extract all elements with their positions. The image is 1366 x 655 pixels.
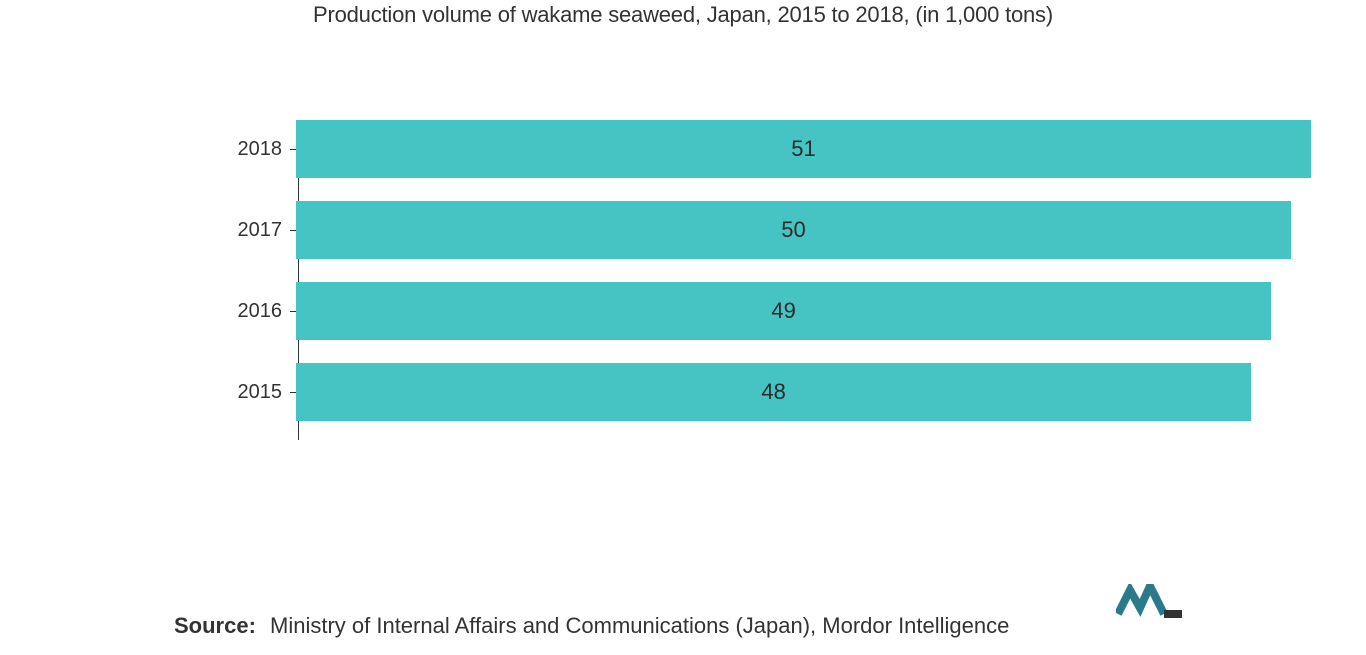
category-label: 2016: [230, 300, 290, 323]
bar-value: 48: [761, 379, 785, 405]
bar-2018: 51: [296, 120, 1311, 178]
source-label: Source:: [174, 609, 270, 642]
chart-area: 2018 51 2017 50 2016 49 2015 48: [230, 120, 1320, 444]
bar-value: 51: [791, 136, 815, 162]
bar-container: 51: [296, 120, 1320, 178]
bar-row: 2015 48: [230, 363, 1320, 421]
bar-row: 2017 50: [230, 201, 1320, 259]
bar-row: 2016 49: [230, 282, 1320, 340]
chart-title: Production volume of wakame seaweed, Jap…: [0, 0, 1366, 28]
bar-value: 50: [781, 217, 805, 243]
category-label: 2017: [230, 219, 290, 242]
source-row: Source: Ministry of Internal Affairs and…: [174, 609, 1194, 643]
mordor-logo-icon: [1116, 584, 1186, 627]
bar-container: 50: [296, 201, 1320, 259]
bar-container: 48: [296, 363, 1320, 421]
source-text: Ministry of Internal Affairs and Communi…: [270, 609, 1009, 643]
bar-value: 49: [771, 298, 795, 324]
bar-2015: 48: [296, 363, 1251, 421]
bar-2017: 50: [296, 201, 1291, 259]
category-label: 2018: [230, 138, 290, 161]
bar-row: 2018 51: [230, 120, 1320, 178]
category-label: 2015: [230, 381, 290, 404]
bar-container: 49: [296, 282, 1320, 340]
bar-2016: 49: [296, 282, 1271, 340]
